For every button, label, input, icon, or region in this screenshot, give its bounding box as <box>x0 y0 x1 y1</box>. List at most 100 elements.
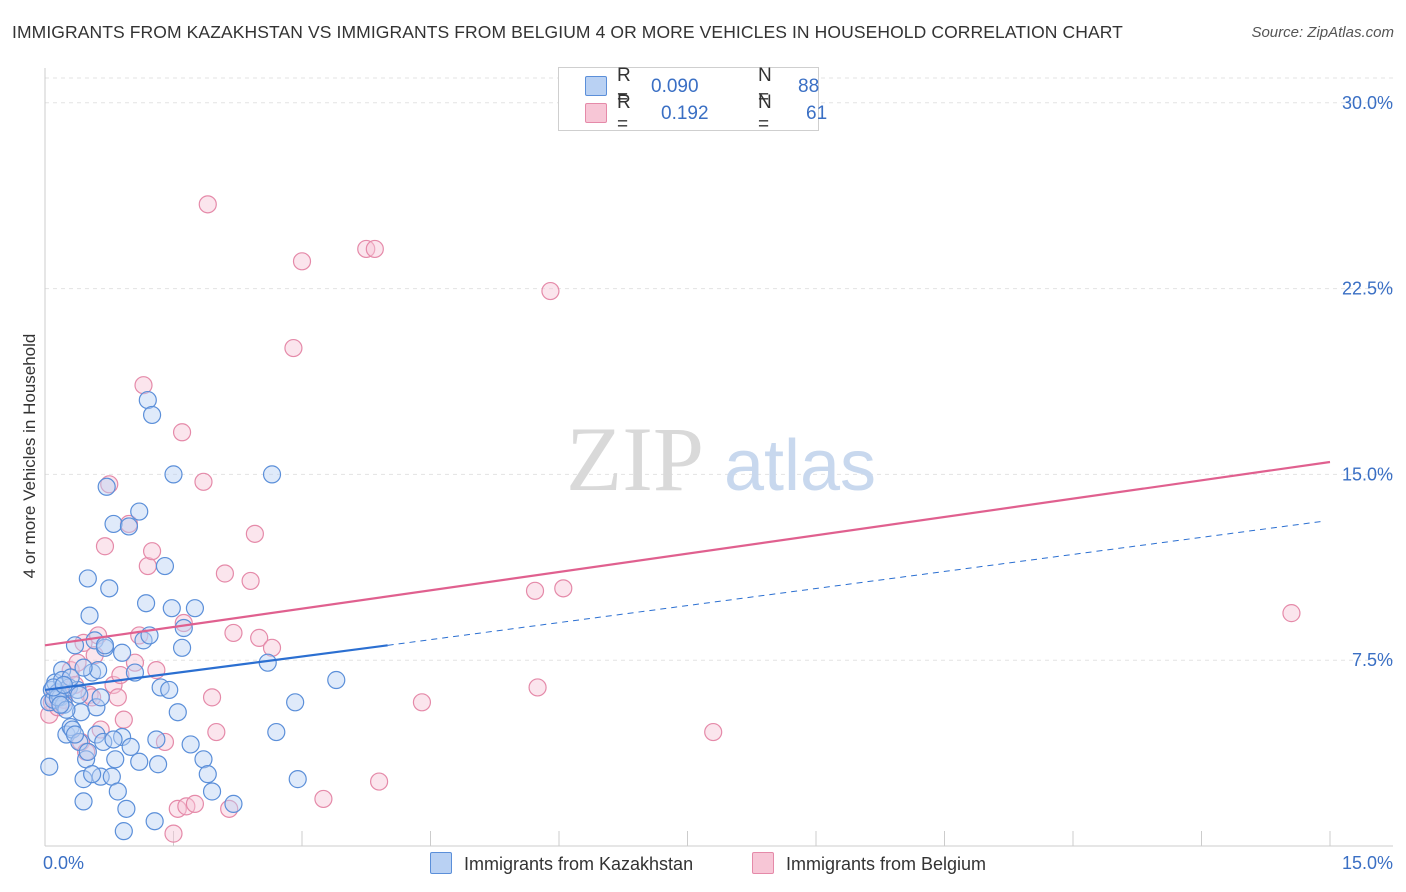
data-point-kazakhstan <box>108 782 127 801</box>
data-point-kazakhstan <box>136 594 156 613</box>
data-point-belgium <box>125 653 145 672</box>
data-point-kazakhstan <box>147 730 166 749</box>
data-point-kazakhstan <box>185 599 205 618</box>
data-point-belgium <box>262 638 282 657</box>
data-point-kazakhstan <box>327 670 346 690</box>
bottom-legend-swatch-belgium <box>752 852 774 874</box>
data-point-kazakhstan <box>267 722 286 742</box>
legend-r-label: R = <box>617 65 631 108</box>
data-point-belgium <box>554 579 573 598</box>
data-point-kazakhstan <box>119 517 139 536</box>
data-point-kazakhstan <box>70 685 89 704</box>
data-point-kazakhstan <box>74 792 93 811</box>
data-point-belgium <box>525 581 545 600</box>
data-point-kazakhstan <box>65 725 85 744</box>
data-point-kazakhstan <box>164 465 183 484</box>
data-point-belgium <box>108 688 127 707</box>
data-point-belgium <box>198 195 217 214</box>
data-point-kazakhstan <box>172 638 192 657</box>
trend-lines <box>44 460 1331 692</box>
data-point-kazakhstan <box>198 765 217 784</box>
data-point-kazakhstan <box>89 661 108 680</box>
x-tick-label: 15.0% <box>1342 853 1393 873</box>
data-point-kazakhstan <box>54 675 73 695</box>
data-point-kazakhstan <box>78 742 97 761</box>
data-point-belgium <box>142 542 162 561</box>
data-point-kazakhstan <box>106 750 125 769</box>
data-point-belgium <box>314 789 333 809</box>
data-point-kazakhstan <box>262 465 282 484</box>
watermark-atlas: atlas <box>724 426 876 506</box>
data-point-belgium <box>704 722 723 742</box>
series-belgium-points <box>40 195 1301 843</box>
data-point-belgium <box>95 537 115 556</box>
data-point-kazakhstan <box>155 556 175 576</box>
data-point-kazakhstan <box>130 502 149 521</box>
data-point-kazakhstan <box>202 782 222 801</box>
y-tick-label: 7.5% <box>1352 650 1393 670</box>
data-point-kazakhstan <box>114 822 133 841</box>
trendline-kazakhstan-solid <box>44 644 388 692</box>
y-tick-label: 15.0% <box>1342 464 1393 484</box>
tick-labels: 7.5% 15.0% 22.5% 30.0% 0.0% 15.0% <box>43 93 1393 873</box>
data-point-belgium <box>207 722 226 742</box>
legend-swatch-belgium <box>585 103 607 123</box>
data-point-belgium <box>194 472 213 491</box>
legend-swatch-kazakhstan <box>585 76 607 96</box>
data-point-belgium <box>185 794 205 813</box>
bottom-legend-swatch-kazakhstan <box>430 852 452 874</box>
legend-r-value: 0.090 <box>651 76 699 97</box>
data-point-kazakhstan <box>74 658 93 677</box>
data-point-belgium <box>174 613 193 633</box>
data-point-belgium <box>292 252 312 271</box>
data-point-belgium <box>370 772 389 791</box>
data-point-belgium <box>100 475 119 494</box>
data-point-kazakhstan <box>117 799 136 818</box>
data-point-kazakhstan <box>91 688 110 707</box>
data-point-kazakhstan <box>288 770 307 789</box>
data-point-kazakhstan <box>80 606 99 625</box>
data-point-kazakhstan <box>104 514 123 534</box>
trendline-kazakhstan-dashed <box>387 520 1322 646</box>
data-point-kazakhstan <box>162 599 181 618</box>
data-point-kazakhstan <box>224 794 243 813</box>
data-point-kazakhstan <box>142 405 162 425</box>
trendline-belgium <box>44 460 1331 647</box>
data-point-kazakhstan <box>130 752 149 771</box>
data-point-kazakhstan <box>138 390 157 410</box>
bottom-legend-label-kazakhstan: Immigrants from Kazakhstan <box>464 854 694 874</box>
legend-r-label: R = <box>617 92 631 135</box>
watermark-zip: ZIP <box>566 408 704 510</box>
legend-n-label: N = <box>758 92 772 135</box>
correlation-legend: R = 0.090 N = 88 R = 0.192 N = 61 <box>558 65 827 135</box>
data-point-belgium <box>224 623 243 643</box>
data-point-kazakhstan <box>145 812 164 831</box>
data-point-belgium <box>215 564 234 583</box>
data-point-belgium <box>245 524 264 543</box>
data-point-belgium <box>164 824 183 843</box>
data-point-kazakhstan <box>286 693 305 712</box>
y-tick-label: 22.5% <box>1342 279 1393 299</box>
data-point-kazakhstan <box>121 737 140 757</box>
data-point-kazakhstan <box>104 730 123 749</box>
data-point-kazakhstan <box>97 477 116 496</box>
source-label: Source: ZipAtlas.com <box>1251 24 1394 41</box>
bottom-legend-belgium: Immigrants from Belgium <box>752 852 986 875</box>
data-point-kazakhstan <box>181 735 200 754</box>
data-point-belgium <box>541 281 560 301</box>
data-point-kazakhstan <box>148 755 168 774</box>
data-point-kazakhstan <box>160 680 179 700</box>
data-point-kazakhstan <box>51 695 70 714</box>
data-point-belgium <box>412 693 432 712</box>
data-point-belgium <box>241 571 260 591</box>
data-point-kazakhstan <box>112 643 132 662</box>
chart-title: IMMIGRANTS FROM KAZAKHSTAN VS IMMIGRANTS… <box>12 22 1123 42</box>
legend-r-value: 0.192 <box>661 103 709 124</box>
data-point-kazakhstan <box>194 750 213 769</box>
data-point-belgium <box>365 239 384 259</box>
data-point-kazakhstan <box>87 725 106 744</box>
data-point-kazakhstan <box>57 700 76 719</box>
data-point-belgium <box>114 710 133 729</box>
data-point-belgium <box>528 678 547 697</box>
